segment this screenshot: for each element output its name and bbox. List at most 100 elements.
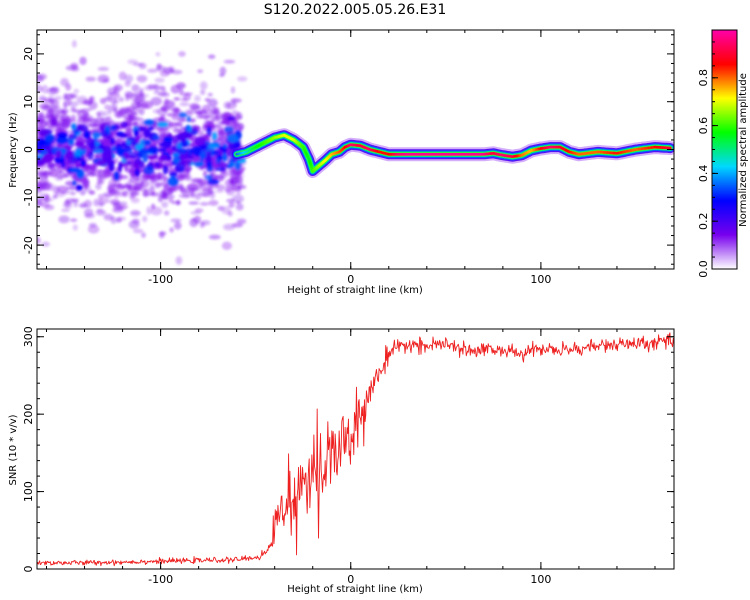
x-tick-label: 0 (347, 573, 354, 586)
noise-blob (142, 215, 148, 223)
spectrogram-noise (37, 40, 248, 265)
noise-blob-strong (190, 146, 202, 156)
noise-blob (54, 95, 63, 100)
noise-blob-strong (206, 126, 212, 136)
noise-blob (114, 206, 127, 210)
noise-blob-strong (83, 130, 91, 140)
noise-blob (130, 197, 140, 203)
noise-blob (221, 206, 231, 215)
noise-blob (144, 85, 155, 91)
noise-blob (211, 124, 222, 128)
chart-title: S120.2022.005.05.26.E31 (264, 2, 447, 18)
noise-blob (208, 54, 216, 59)
noise-blob (179, 88, 184, 96)
noise-blob (226, 101, 237, 110)
noise-blob-strong (169, 171, 178, 178)
spectrogram-y-ticks: -20 -10 0 10 20 (22, 34, 674, 265)
noise-blob (183, 93, 191, 102)
noise-blob (151, 203, 156, 210)
noise-blob (64, 164, 70, 168)
noise-blob (221, 241, 232, 250)
colorbar: 0.0 0.2 0.4 0.6 0.8 Normalized spectral ampl… (697, 29, 749, 278)
noise-blob (198, 110, 208, 119)
noise-blob (173, 127, 180, 133)
noise-blob (127, 59, 138, 65)
noise-blob-strong (72, 128, 80, 134)
noise-blob (155, 52, 161, 57)
noise-blob (69, 101, 79, 107)
noise-blob-strong (205, 174, 213, 181)
noise-blob (98, 193, 104, 201)
noise-blob (37, 84, 43, 93)
noise-blob (37, 180, 48, 189)
noise-blob-strong (129, 141, 139, 146)
noise-blob-strong (38, 129, 49, 137)
noise-blob (88, 190, 96, 195)
noise-blob (117, 191, 126, 197)
noise-blob (95, 183, 102, 190)
noise-blob-strong (222, 143, 228, 149)
noise-blob (152, 109, 160, 114)
noise-blob-strong (61, 161, 66, 169)
noise-blob-strong (191, 127, 199, 136)
noise-blob-strong (57, 132, 68, 139)
colorbar-ticks: 0.0 0.2 0.4 0.6 0.8 (697, 29, 718, 278)
noise-blob (236, 112, 243, 120)
noise-blob (200, 89, 206, 95)
noise-blob (119, 107, 131, 113)
noise-blob (111, 99, 119, 105)
noise-blob-strong (50, 117, 58, 127)
noise-blob (99, 97, 107, 105)
noise-blob (37, 73, 47, 80)
noise-blob (37, 198, 42, 207)
colorbar-tick-label: 0.6 (697, 117, 710, 135)
noise-blob (112, 202, 119, 206)
noise-blob-strong (145, 155, 158, 160)
noise-blob (79, 56, 87, 66)
noise-blob (49, 86, 60, 94)
colorbar-tick-label: 0.2 (697, 212, 710, 230)
noise-blob (164, 210, 170, 216)
noise-blob (233, 176, 243, 183)
noise-blob-strong (178, 112, 188, 118)
noise-blob (61, 208, 70, 212)
noise-blob-strong (75, 184, 83, 191)
noise-blob (171, 69, 183, 75)
noise-blob (89, 95, 95, 103)
noise-blob (208, 199, 219, 206)
noise-blob (37, 236, 41, 245)
noise-blob (70, 198, 80, 202)
noise-blob-strong (74, 160, 81, 169)
noise-blob-strong (143, 129, 151, 138)
noise-blob (95, 111, 108, 117)
noise-blob-strong (172, 152, 180, 158)
noise-blob (178, 51, 186, 57)
noise-blob (161, 190, 166, 196)
noise-blob (207, 92, 213, 97)
noise-blob-strong (87, 150, 94, 160)
noise-blob (103, 213, 114, 221)
noise-blob (141, 232, 146, 239)
noise-blob-strong (224, 126, 234, 134)
noise-blob (41, 84, 49, 94)
noise-blob-strong (135, 135, 141, 143)
noise-blob (65, 83, 72, 91)
noise-blob-strong (206, 151, 212, 157)
noise-blob (38, 193, 50, 200)
noise-blob (78, 204, 88, 208)
noise-blob (153, 90, 161, 95)
noise-blob (64, 93, 74, 100)
noise-blob (132, 218, 140, 225)
noise-blob-strong (76, 148, 82, 158)
noise-blob (102, 192, 113, 198)
spectrogram-x-ticks: -100 0 100 (46, 30, 656, 286)
noise-blob (64, 199, 71, 207)
noise-blob-strong (69, 137, 75, 146)
noise-blob-strong (92, 131, 101, 139)
noise-blob (130, 210, 141, 217)
colorbar-label: Normalized spectral amplitude (738, 73, 749, 227)
noise-blob (161, 201, 169, 208)
noise-blob (235, 203, 244, 211)
noise-blob (60, 190, 72, 195)
noise-blob (188, 201, 199, 205)
